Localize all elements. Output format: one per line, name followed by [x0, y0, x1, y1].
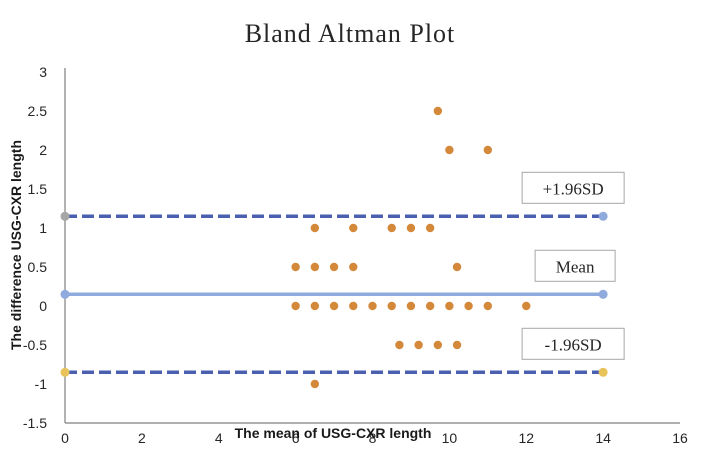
data-point	[425, 223, 435, 233]
reference-lines: +1.96SD Mean -1.96SD	[60, 171, 625, 377]
reference-line-end-marker	[598, 211, 608, 221]
data-point	[522, 301, 531, 311]
data-point	[349, 262, 358, 272]
data-point	[452, 340, 462, 350]
data-point	[349, 223, 358, 233]
data-point	[445, 301, 454, 311]
y-tick-label: 3	[39, 64, 47, 80]
x-tick-label: 12	[518, 430, 534, 446]
reference-label: +1.96SD	[543, 179, 604, 198]
y-tick-label: 1.5	[28, 181, 48, 197]
y-tick-label: 2	[39, 142, 47, 158]
scatter-points	[291, 106, 531, 389]
data-point	[406, 223, 416, 233]
reference-label-box	[521, 171, 625, 204]
reference-line-end-marker	[598, 289, 608, 299]
x-tick-label: 8	[369, 430, 377, 446]
y-tick-label: -1.5	[23, 415, 47, 431]
reference-label-box	[521, 327, 625, 360]
x-tick-label: 16	[672, 430, 688, 446]
data-point	[395, 340, 404, 350]
y-axis-label: The difference USG-CXR length	[8, 140, 24, 350]
x-tick-label: 0	[61, 430, 69, 446]
y-tick-label: 2.5	[28, 103, 48, 119]
data-point	[368, 301, 377, 311]
data-point	[452, 262, 462, 272]
reference-label: Mean	[556, 257, 595, 276]
x-tick-label: 6	[292, 430, 300, 446]
data-point	[433, 106, 443, 116]
x-axis-label: The mean of USG-CXR length	[235, 425, 432, 441]
reference-label-box	[534, 249, 616, 282]
data-point	[483, 145, 493, 155]
x-tick-label: 4	[215, 430, 223, 446]
y-tick-label: 0	[39, 298, 47, 314]
data-point	[329, 262, 339, 272]
data-point	[310, 301, 320, 311]
reference-line-end-marker	[598, 367, 608, 377]
x-tick-label: 2	[138, 430, 146, 446]
data-point	[291, 262, 300, 272]
data-point	[425, 301, 435, 311]
data-point	[329, 301, 339, 311]
data-point	[387, 223, 396, 233]
data-point	[464, 301, 473, 311]
reference-label: -1.96SD	[545, 335, 602, 354]
data-point	[433, 340, 443, 350]
reference-line-start-marker	[60, 289, 70, 299]
data-point	[483, 301, 493, 311]
data-point	[414, 340, 423, 350]
y-tick-label: 1	[39, 220, 47, 236]
y-tick-label: -1	[35, 376, 48, 392]
data-point	[310, 262, 320, 272]
data-point	[310, 379, 320, 389]
x-tick-label: 14	[595, 430, 611, 446]
data-point	[310, 223, 320, 233]
x-tick-label: 10	[442, 430, 458, 446]
data-point	[387, 301, 396, 311]
data-point	[406, 301, 416, 311]
data-point	[445, 145, 454, 155]
y-tick-label: -0.5	[23, 337, 47, 353]
reference-line-start-marker	[60, 211, 70, 221]
data-point	[291, 301, 300, 311]
chart-title: Bland Altman Plot	[245, 19, 456, 48]
data-point	[349, 301, 358, 311]
reference-line-start-marker	[60, 367, 70, 377]
y-axis-ticks: -1.5 -1 -0.5 0 0.5 1 1.5 2 2.5 3	[23, 64, 47, 431]
y-tick-label: 0.5	[28, 259, 48, 275]
x-axis-ticks: 0 2 4 6 8 10 12 14 16	[61, 430, 688, 446]
